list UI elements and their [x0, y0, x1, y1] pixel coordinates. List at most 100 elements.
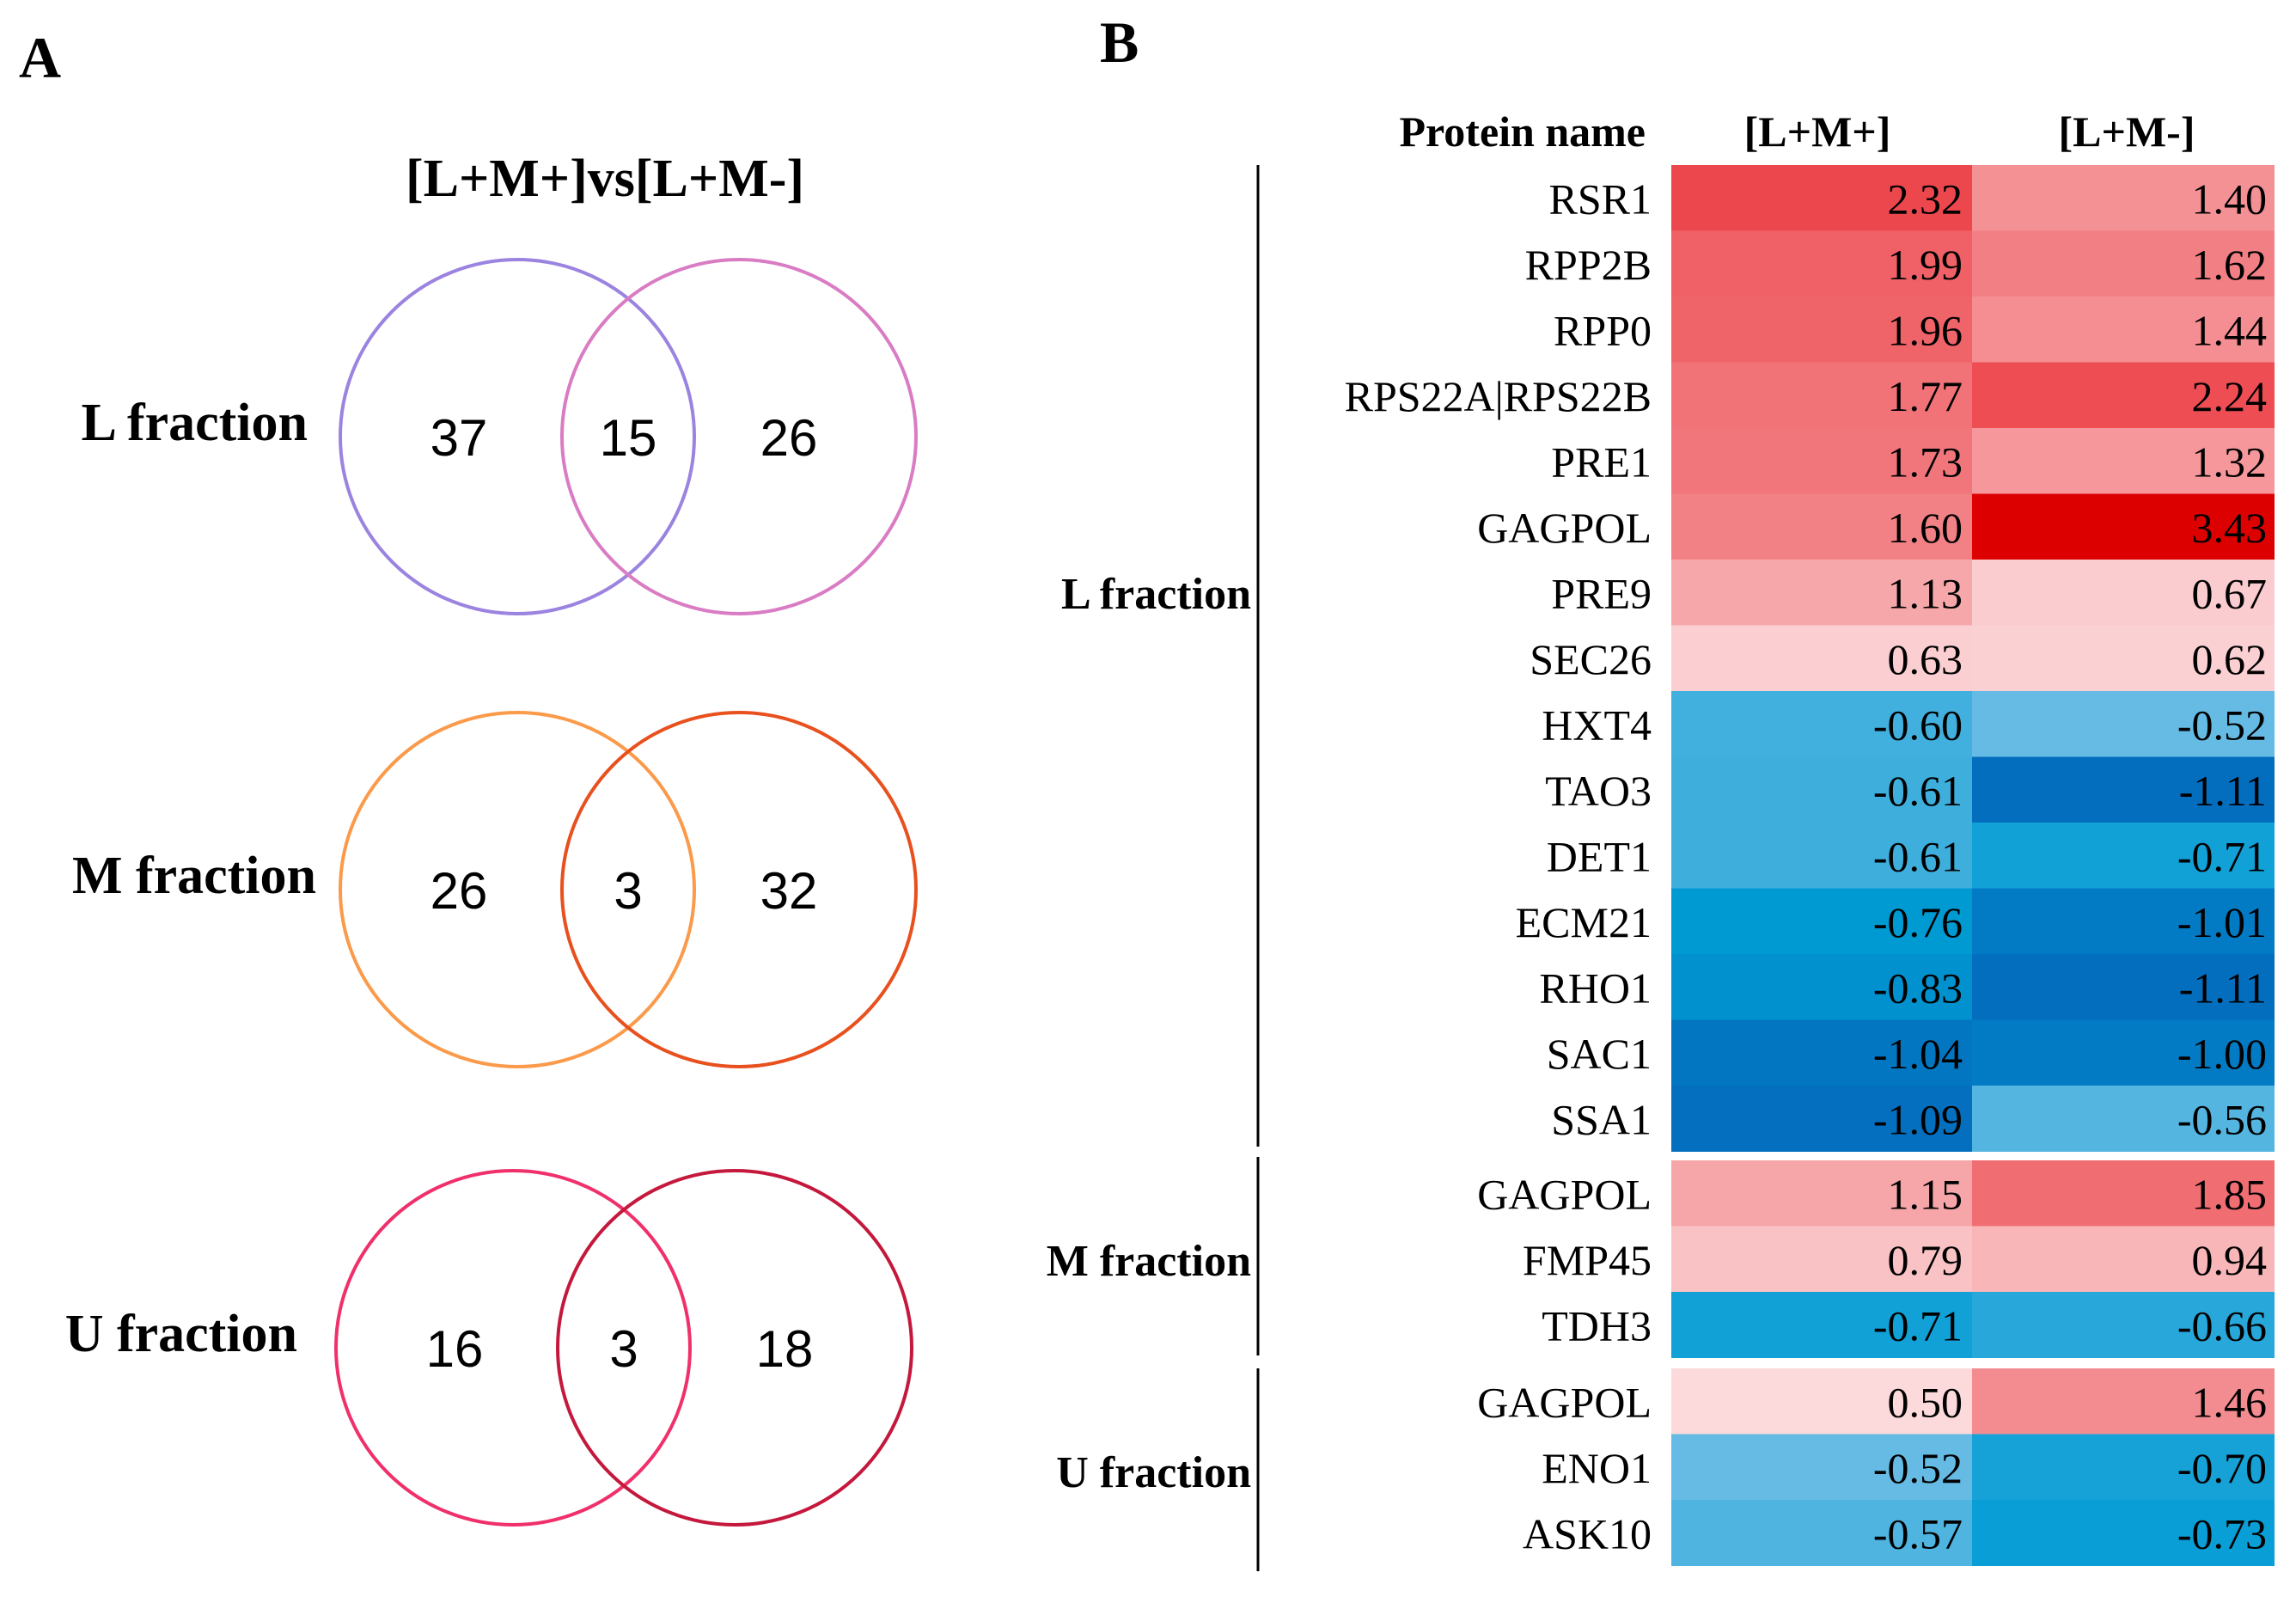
value-lmplus: -0.71	[1873, 1301, 1963, 1349]
protein-name: RPS22A|RPS22B	[1345, 372, 1652, 420]
heat-cell-lmplus	[1671, 1500, 1972, 1566]
heat-cell-lmminus	[1972, 428, 2275, 494]
protein-name: RPP2B	[1525, 241, 1652, 289]
heat-cell-lmplus	[1671, 888, 1972, 955]
heat-cell-lmplus	[1671, 1160, 1972, 1227]
protein-name: RHO1	[1539, 964, 1652, 1012]
protein-name: PRE9	[1551, 569, 1652, 617]
protein-name: RSR1	[1548, 174, 1652, 223]
value-lmminus: 2.24	[2192, 372, 2268, 420]
heat-cell-lmplus	[1671, 560, 1972, 626]
group-label: L fraction	[1061, 570, 1251, 619]
venn-row-label: L fraction	[82, 394, 308, 452]
value-lmplus: 1.13	[1888, 569, 1963, 617]
heat-cell-lmminus	[1972, 625, 2275, 692]
heat-cell-lmplus	[1671, 1086, 1972, 1152]
header-col-lmminus: [L+M-]	[2059, 107, 2195, 156]
venn-right-circle	[560, 258, 918, 615]
panel-a-label: A	[19, 25, 61, 90]
heat-cell-lmplus	[1671, 297, 1972, 363]
group-label: M fraction	[1047, 1237, 1251, 1286]
heat-cell-lmplus	[1671, 1434, 1972, 1501]
heat-cell-lmplus	[1671, 954, 1972, 1020]
table-row: FMP45 0.79 0.94	[1523, 1226, 2275, 1293]
value-lmplus: 2.32	[1888, 174, 1963, 223]
protein-name: GAGPOL	[1477, 1378, 1652, 1426]
protein-name: RPP0	[1554, 306, 1652, 354]
heat-cell-lmplus	[1671, 493, 1972, 560]
heat-cell-lmminus	[1972, 362, 2275, 429]
value-lmminus: -0.52	[2177, 701, 2267, 749]
value-lmplus: -0.61	[1873, 832, 1963, 880]
venn-left-circle	[339, 258, 696, 615]
table-row: HXT4 -0.60 -0.52	[1542, 691, 2275, 757]
protein-name: ENO1	[1542, 1444, 1652, 1492]
venn-row-label: M fraction	[72, 847, 316, 905]
value-lmplus: 0.79	[1888, 1236, 1963, 1284]
heat-cell-lmplus	[1671, 428, 1972, 494]
heat-cell-lmminus	[1972, 165, 2275, 231]
heat-cell-lmminus	[1972, 1500, 2275, 1566]
heat-cell-lmminus	[1972, 756, 2275, 823]
heat-cell-lmplus	[1671, 823, 1972, 889]
venn-left-count: 16	[426, 1320, 484, 1378]
protein-name: FMP45	[1523, 1236, 1652, 1284]
value-lmminus: -0.66	[2177, 1301, 2267, 1349]
panel-b-label: B	[1100, 9, 1139, 75]
heat-cell-lmminus	[1972, 1160, 2275, 1227]
heat-cell-lmplus	[1671, 1368, 1972, 1435]
value-lmplus: 1.60	[1888, 504, 1963, 552]
protein-name: ASK10	[1523, 1509, 1652, 1557]
value-lmminus: -0.56	[2177, 1095, 2267, 1143]
table-row: PRE9 1.13 0.67	[1551, 560, 2275, 626]
protein-name: SAC1	[1547, 1030, 1652, 1078]
value-lmminus: -1.11	[2179, 767, 2267, 815]
value-lmminus: 0.62	[2192, 635, 2268, 683]
table-row: TAO3 -0.61 -1.11	[1545, 756, 2275, 823]
heat-cell-lmminus	[1972, 954, 2275, 1020]
value-lmplus: -0.60	[1873, 701, 1963, 749]
heat-cell-lmplus	[1671, 230, 1972, 297]
heat-cell-lmminus	[1972, 493, 2275, 560]
venn-right-count: 18	[756, 1320, 814, 1378]
table-row: RPS22A|RPS22B 1.77 2.24	[1345, 362, 2275, 429]
table-row: SEC26 0.63 0.62	[1530, 625, 2275, 692]
protein-name: PRE1	[1551, 437, 1652, 486]
heat-cell-lmplus	[1671, 1292, 1972, 1358]
protein-name: SSA1	[1551, 1095, 1652, 1143]
heat-cell-lmminus	[1972, 888, 2275, 955]
panel-a-venn-diagrams: A [L+M+]vs[L+M-] L fraction 37 15 26M fract…	[19, 25, 918, 1527]
heat-cell-lmplus	[1671, 362, 1972, 429]
value-lmplus: 1.77	[1888, 372, 1963, 420]
venn-left-count: 26	[430, 862, 488, 920]
heat-cell-lmminus	[1972, 230, 2275, 297]
table-row: DET1 -0.61 -0.71	[1547, 823, 2275, 889]
table-row: ENO1 -0.52 -0.70	[1542, 1434, 2275, 1501]
value-lmminus: -0.70	[2177, 1444, 2267, 1492]
heat-cell-lmminus	[1972, 823, 2275, 889]
table-row: SSA1 -1.09 -0.56	[1551, 1086, 2275, 1152]
value-lmplus: 0.63	[1888, 635, 1963, 683]
value-lmminus: 1.46	[2192, 1378, 2268, 1426]
heat-cell-lmplus	[1671, 165, 1972, 231]
value-lmminus: -1.01	[2177, 898, 2267, 946]
table-row: GAGPOL 1.60 3.43	[1477, 493, 2275, 560]
table-row: GAGPOL 1.15 1.85	[1477, 1160, 2275, 1227]
header-protein-name: Protein name	[1399, 107, 1646, 156]
heat-cell-lmminus	[1972, 1368, 2275, 1435]
value-lmminus: 0.94	[2192, 1236, 2268, 1284]
value-lmplus: -0.83	[1873, 964, 1963, 1012]
venn-overlap-count: 3	[609, 1320, 638, 1378]
value-lmplus: -0.76	[1873, 898, 1963, 946]
value-lmplus: -0.61	[1873, 767, 1963, 815]
heatmap-group-2: M fraction GAGPOL 1.15 1.85 FMP45 0.79 0.94 TDH…	[1047, 1157, 2275, 1358]
heat-cell-lmplus	[1671, 625, 1972, 692]
protein-name: SEC26	[1530, 635, 1652, 683]
venn-3: U fraction 16 3 18	[65, 1169, 913, 1527]
venn-left-circle	[339, 711, 696, 1068]
heatmap-group-3: U fraction GAGPOL 0.50 1.46 ENO1 -0.52 -0.70 AS…	[1056, 1368, 2275, 1571]
value-lmplus: -1.04	[1873, 1030, 1963, 1078]
heat-cell-lmminus	[1972, 297, 2275, 363]
value-lmplus: 1.96	[1888, 306, 1963, 354]
table-row: ASK10 -0.57 -0.73	[1523, 1500, 2275, 1566]
